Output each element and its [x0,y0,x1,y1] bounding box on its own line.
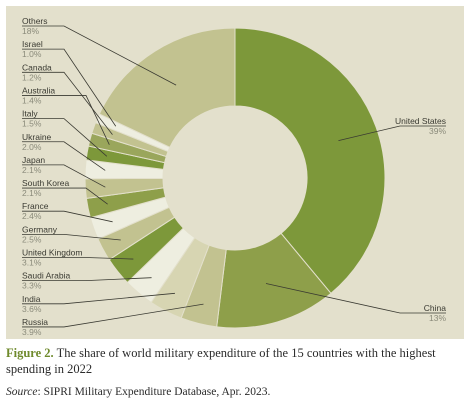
figure-source: Source: SIPRI Military Expenditure Datab… [6,385,464,399]
value-label-australia: 1.4% [22,95,42,105]
label-germany: Germany [22,224,58,234]
value-label-canada: 1.2% [22,72,42,82]
leader-line-india [22,292,175,305]
value-label-india: 3.6% [22,304,42,314]
leader-line-canada [22,71,113,135]
value-label-japan: 2.1% [22,165,42,175]
value-label-france: 2.4% [22,211,42,221]
figure-caption: Figure 2. The share of world military ex… [6,345,464,377]
label-israel: Israel [22,39,43,49]
leader-line-germany [22,233,121,241]
figure-caption-text: The share of world military expenditure … [6,346,436,376]
label-others: Others [22,16,48,26]
value-label-ukraine: 2.0% [22,142,42,152]
value-label-germany: 2.5% [22,234,42,244]
leader-line-israel [22,48,117,127]
leader-line-france [22,210,113,223]
leader-line-russia [22,303,204,328]
value-label-others: 18% [22,26,39,36]
leader-line-south-korea [22,187,108,205]
value-label-china: 13% [429,313,446,323]
label-italy: Italy [22,109,38,119]
label-india: India [22,294,41,304]
leader-line-italy [22,118,108,157]
figure-caption-label: Figure 2. [6,346,54,360]
label-south-korea: South Korea [22,178,70,188]
label-china: China [424,303,446,313]
value-label-united-kingdom: 3.1% [22,258,42,268]
label-japan: Japan [22,155,45,165]
leader-line-ukraine [22,141,106,171]
donut-chart: United States39%China13%Russia3.9%India3… [22,16,446,337]
leader-line-china [265,283,446,314]
slice-others [98,27,236,148]
label-canada: Canada [22,62,52,72]
label-france: France [22,201,49,211]
chart-panel: United States 39% China 13% Russia 3.9% India 3… [6,6,464,339]
label-united-states: United States [395,116,446,126]
label-australia: Australia [22,85,55,95]
label-russia: Russia [22,317,48,327]
leader-line-australia [22,95,110,145]
label-ukraine: Ukraine [22,132,52,142]
value-label-israel: 1.0% [22,49,42,59]
leader-line-others [22,25,177,86]
figure-source-label: Source [6,386,38,398]
leader-line-saudi-arabia [22,277,152,282]
leader-line-united-kingdom [22,257,134,260]
label-saudi-arabia: Saudi Arabia [22,271,70,281]
figure-source-text: : SIPRI Military Expenditure Database, A… [37,386,271,398]
leader-line-united-states [338,125,446,142]
value-label-russia: 3.9% [22,327,42,337]
slice-united-states [234,27,386,295]
label-united-kingdom: United Kingdom [22,248,82,258]
leader-line-japan [22,164,106,188]
value-label-italy: 1.5% [22,119,42,129]
value-label-united-states: 39% [429,126,446,136]
value-label-saudi-arabia: 3.3% [22,281,42,291]
value-label-south-korea: 2.1% [22,188,42,198]
